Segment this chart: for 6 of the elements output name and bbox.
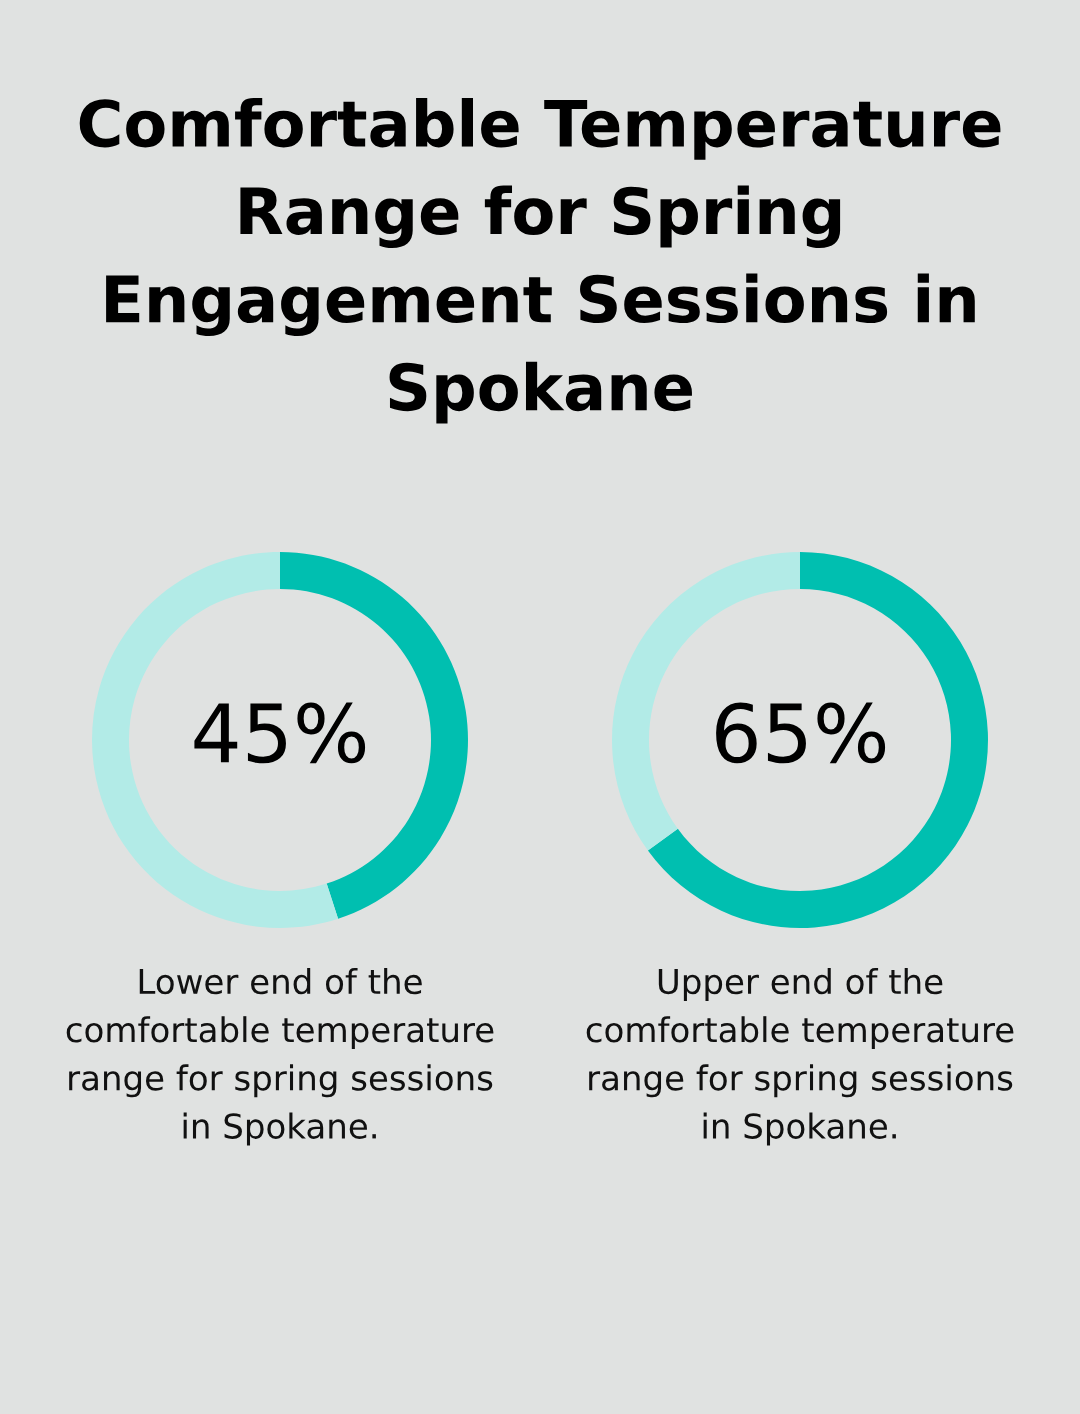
text: Lower end of the comfortable temperature range for spring sessions in Spokane. xyxy=(66,968,494,1146)
text: Upper end of the comfortable temperature range for spring sessions in Spokane. xyxy=(586,968,1014,1146)
data-label: 65% xyxy=(716,702,886,764)
donut-slice xyxy=(647,552,988,928)
data-label: 45% xyxy=(194,702,366,764)
chart-title: Comfortable Temperature Range for Spring Engagement Sessions in Spokane xyxy=(79,98,1001,424)
